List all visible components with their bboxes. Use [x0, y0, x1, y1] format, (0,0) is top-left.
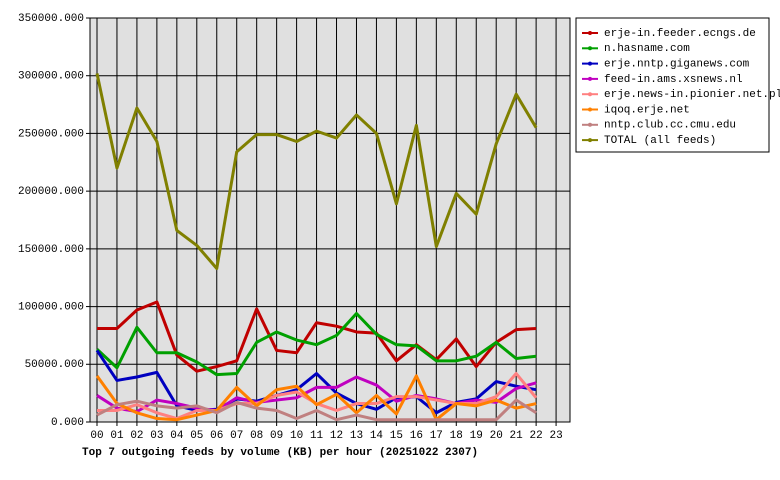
y-tick-label: 100000.000	[18, 301, 84, 313]
x-tick-label: 22	[530, 430, 543, 442]
x-tick-label: 21	[510, 430, 524, 442]
x-tick-label: 17	[430, 430, 443, 442]
series-line	[95, 73, 538, 270]
x-tick-label: 15	[390, 430, 403, 442]
legend-label: erje-in.feeder.ecngs.de	[604, 28, 756, 40]
legend-label: feed-in.ams.xsnews.nl	[604, 74, 743, 86]
x-tick-label: 07	[230, 430, 243, 442]
legend-marker	[588, 61, 592, 66]
y-tick-label: 300000.000	[18, 71, 84, 83]
x-tick-label: 10	[290, 430, 303, 442]
legend-marker	[588, 138, 592, 143]
x-tick-label: 04	[170, 430, 184, 442]
x-tick-label: 13	[350, 430, 363, 442]
x-tick-label: 09	[270, 430, 283, 442]
x-tick-label: 12	[330, 430, 343, 442]
y-tick-label: 350000.000	[18, 13, 84, 25]
x-tick-label: 19	[470, 430, 483, 442]
x-tick-label: 05	[190, 430, 203, 442]
legend-marker	[588, 107, 592, 112]
series-line	[95, 311, 537, 377]
legend-box	[575, 17, 770, 153]
legend-marker	[588, 122, 592, 127]
x-tick-label: 18	[450, 430, 463, 442]
y-tick-label: 250000.000	[18, 128, 84, 140]
y-tick-label: 50000.000	[25, 359, 84, 371]
plot-area	[90, 18, 570, 422]
x-tick-label: 23	[549, 430, 562, 442]
x-tick-label: 08	[250, 430, 263, 442]
legend-marker	[588, 92, 592, 97]
x-tick-label: 03	[150, 430, 163, 442]
chart-title: Top 7 outgoing feeds by volume (KB) per …	[82, 447, 478, 459]
legend-label: nntp.club.cc.cmu.edu	[604, 120, 736, 132]
legend-marker	[588, 76, 592, 81]
x-tick-label: 02	[130, 430, 143, 442]
plot-border	[89, 17, 571, 423]
x-tick-label: 11	[310, 430, 324, 442]
y-tick-label: 200000.000	[18, 186, 84, 198]
legend-label: iqoq.erje.net	[604, 104, 690, 116]
x-tick-label: 20	[490, 430, 503, 442]
x-tick-label: 00	[90, 430, 103, 442]
legend-label: erje.nntp.giganews.com	[604, 59, 750, 71]
legend-marker	[588, 31, 592, 35]
legend-label: n.hasname.com	[604, 43, 690, 55]
legend-label: erje.news-in.pionier.net.pl	[604, 89, 780, 101]
y-tick-label: 150000.000	[18, 244, 84, 256]
y-tick-label: 0.000	[51, 417, 84, 429]
series-line	[95, 374, 537, 422]
series-line	[96, 398, 537, 422]
x-tick-label: 06	[210, 430, 223, 442]
legend-label: TOTAL (all feeds)	[604, 135, 716, 147]
x-tick-label: 14	[370, 430, 384, 442]
x-tick-label: 01	[110, 430, 124, 442]
legend-marker	[588, 46, 592, 51]
series-line	[97, 300, 537, 373]
x-tick-label: 16	[410, 430, 423, 442]
